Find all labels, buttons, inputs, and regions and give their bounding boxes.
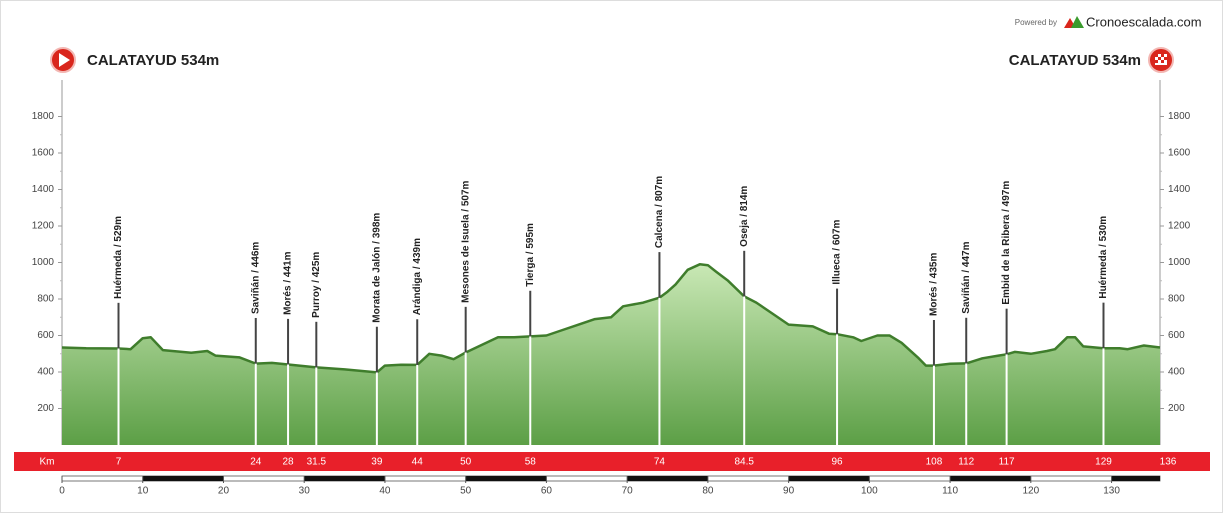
ruler-segment <box>950 476 1031 481</box>
y-tick-label: 1000 <box>1168 257 1191 268</box>
waypoint-km: 44 <box>412 457 424 468</box>
y-tick-label: 200 <box>1168 403 1185 414</box>
y-tick-label: 1000 <box>32 257 55 268</box>
waypoint-label: Illueca / 607m <box>832 219 843 284</box>
km-bar <box>14 452 1210 471</box>
waypoint-label: Morata de Jalón / 398m <box>372 213 383 323</box>
ruler-segment <box>304 476 385 481</box>
waypoint-label: Mesones de Isuela / 507m <box>460 180 471 302</box>
ruler-segment <box>627 476 708 481</box>
waypoint-label: Embid de la Ribera / 497m <box>1001 181 1012 305</box>
y-tick-label: 600 <box>1168 330 1185 341</box>
x-tick-label: 90 <box>783 486 795 497</box>
ruler-segment <box>142 476 224 481</box>
x-tick-label: 100 <box>861 486 878 497</box>
waypoint-km: 84.5 <box>734 457 754 468</box>
waypoint-km: 7 <box>116 457 122 468</box>
waypoint-km: 50 <box>460 457 472 468</box>
y-tick-label: 1200 <box>1168 221 1191 232</box>
y-tick-label: 1200 <box>32 221 55 232</box>
waypoint-km: 28 <box>282 457 294 468</box>
waypoint-label: Saviñán / 447m <box>961 241 972 313</box>
x-tick-label: 10 <box>137 486 149 497</box>
elevation-line <box>61 263 1161 374</box>
waypoint-km: 24 <box>250 457 262 468</box>
waypoint-km: 108 <box>926 457 943 468</box>
ruler-segment <box>788 476 870 481</box>
finish-icon <box>1148 47 1174 73</box>
y-tick-label: 400 <box>1168 367 1185 378</box>
x-tick-label: 0 <box>59 486 65 497</box>
waypoint-km: 74 <box>654 457 666 468</box>
brand-logo <box>1064 16 1084 28</box>
start-label: CALATAYUD 534m <box>87 52 219 69</box>
y-tick-label: 1600 <box>32 148 55 159</box>
x-tick-label: 60 <box>541 486 553 497</box>
y-tick-label: 1800 <box>32 111 55 122</box>
waypoint-km: 39 <box>371 457 383 468</box>
elevation-area <box>62 264 1160 445</box>
start-icon <box>50 47 76 73</box>
waypoint-km: 31.5 <box>307 457 327 468</box>
x-tick-label: 110 <box>942 486 958 497</box>
waypoint-label: Morés / 441m <box>283 251 294 314</box>
y-tick-label: 800 <box>1168 294 1185 305</box>
ruler-segment <box>1111 476 1160 481</box>
x-tick-label: 50 <box>460 486 472 497</box>
waypoint-km: 129 <box>1095 457 1112 468</box>
waypoint-km: 112 <box>958 457 974 468</box>
powered-by: Powered by <box>1015 18 1057 27</box>
x-tick-label: 120 <box>1022 486 1039 497</box>
waypoint-label: Calcena / 807m <box>654 176 665 248</box>
y-tick-label: 1600 <box>1168 148 1191 159</box>
y-tick-label: 200 <box>37 403 54 414</box>
x-tick-label: 20 <box>218 486 230 497</box>
brand: Cronoescalada.com <box>1086 14 1202 29</box>
waypoint-label: Morés / 435m <box>929 253 940 316</box>
x-tick-label: 30 <box>299 486 311 497</box>
waypoint-label: Tierga / 595m <box>525 223 536 287</box>
waypoint-label: Oseja / 814m <box>739 186 750 247</box>
y-tick-label: 600 <box>37 330 54 341</box>
y-tick-label: 1800 <box>1168 111 1191 122</box>
x-tick-label: 130 <box>1103 486 1120 497</box>
finish-label: CALATAYUD 534m <box>1009 52 1141 69</box>
waypoint-label: Saviñán / 446m <box>250 242 261 314</box>
x-tick-label: 70 <box>622 486 634 497</box>
km-label: Km <box>40 457 55 468</box>
x-tick-label: 80 <box>702 486 714 497</box>
waypoint-km: 96 <box>831 457 843 468</box>
y-tick-label: 400 <box>37 367 54 378</box>
y-tick-label: 800 <box>37 294 54 305</box>
waypoint-km: 117 <box>999 457 1015 468</box>
waypoint-label: Arándiga / 439m <box>412 238 423 315</box>
ruler-segment <box>465 476 547 481</box>
waypoint-label: Purroy / 425m <box>311 252 322 318</box>
waypoint-km: 58 <box>525 457 537 468</box>
y-tick-label: 1400 <box>32 184 55 195</box>
x-tick-label: 40 <box>379 486 391 497</box>
waypoint-label: Huérmeda / 529m <box>113 216 124 299</box>
y-tick-label: 1400 <box>1168 184 1191 195</box>
end-km: 136 <box>1160 457 1177 468</box>
waypoint-label: Huérmeda / 530m <box>1098 216 1109 299</box>
